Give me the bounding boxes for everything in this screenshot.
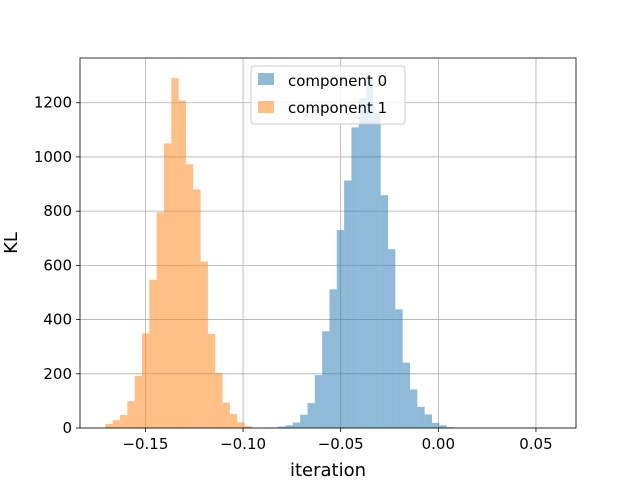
x-tick-label: −0.15 (122, 435, 168, 453)
histogram-bar (417, 406, 425, 428)
y-axis-label: KL (1, 232, 22, 254)
histogram-bar (424, 414, 432, 428)
histogram-bar (431, 422, 440, 428)
histogram-bar (395, 309, 403, 428)
histogram-bar (207, 333, 216, 428)
y-tick-label: 1000 (34, 148, 72, 166)
legend: component 0 component 1 (250, 65, 406, 125)
y-tick-label: 0 (62, 419, 72, 437)
histogram-bar (439, 425, 447, 428)
histogram-bar (178, 100, 186, 429)
histogram-bar (244, 426, 252, 428)
histogram-bar (307, 403, 315, 428)
legend-swatch-component-1 (258, 101, 274, 113)
histogram-bar (171, 78, 179, 429)
histogram-bar (149, 279, 157, 428)
y-tick-label: 800 (43, 202, 72, 220)
legend-label-component-1: component 1 (288, 99, 387, 117)
plot-frame (79, 57, 577, 429)
histogram-bar (410, 389, 418, 428)
histogram-bar (185, 164, 194, 428)
histogram-bar (278, 426, 286, 428)
histogram-bar (358, 98, 367, 428)
histogram-bar (200, 261, 208, 428)
histogram-bar (446, 427, 454, 428)
histogram-bar (373, 113, 381, 429)
x-tick-label: −0.05 (318, 435, 364, 453)
histogram-bar (163, 143, 172, 428)
histogram-bar (336, 230, 345, 428)
histogram-bar (366, 76, 374, 428)
y-tick-label: 600 (43, 256, 72, 274)
y-tick-label: 1200 (34, 94, 72, 112)
legend-label-component-0: component 0 (288, 72, 387, 90)
histogram-bar (222, 402, 230, 428)
histogram-bar (300, 414, 308, 428)
histogram-bar (380, 195, 389, 428)
bar-series-component-1 (105, 78, 252, 429)
legend-swatch-component-0 (258, 73, 274, 85)
histogram-bar (285, 425, 293, 428)
histogram-bar (105, 423, 113, 428)
histogram-bar (314, 375, 323, 428)
x-tick-label: −0.10 (220, 435, 266, 453)
histogram-bar (388, 249, 396, 428)
histogram-bars (105, 76, 454, 429)
histogram-bar (142, 333, 150, 428)
x-axis-ticks: −0.15 −0.10 −0.05 0.00 0.05 (122, 428, 553, 453)
histogram-bar (402, 362, 411, 428)
histogram-bar (344, 180, 352, 428)
legend-box (250, 65, 406, 125)
histogram-bar (156, 212, 164, 428)
y-tick-label: 400 (43, 311, 72, 329)
histogram-bar (215, 372, 223, 428)
y-axis-ticks: 0 200 400 600 800 1000 1200 (34, 94, 80, 437)
bar-series-component-0 (263, 76, 454, 429)
histogram-bar (351, 127, 359, 429)
histogram-bar (127, 401, 135, 428)
histogram-bar (292, 422, 301, 428)
histogram-bar (112, 420, 121, 428)
histogram-bar (237, 422, 245, 428)
x-axis-label: iteration (290, 460, 366, 480)
histogram-bar (229, 414, 238, 428)
y-tick-label: 200 (43, 365, 72, 383)
histogram-bar (134, 375, 142, 428)
x-tick-label: 0.05 (519, 435, 552, 453)
histogram-bar (322, 331, 330, 428)
histogram-bar (120, 414, 128, 428)
histogram-bar (193, 189, 201, 428)
x-tick-label: 0.00 (422, 435, 455, 453)
histogram-bar (329, 289, 337, 428)
